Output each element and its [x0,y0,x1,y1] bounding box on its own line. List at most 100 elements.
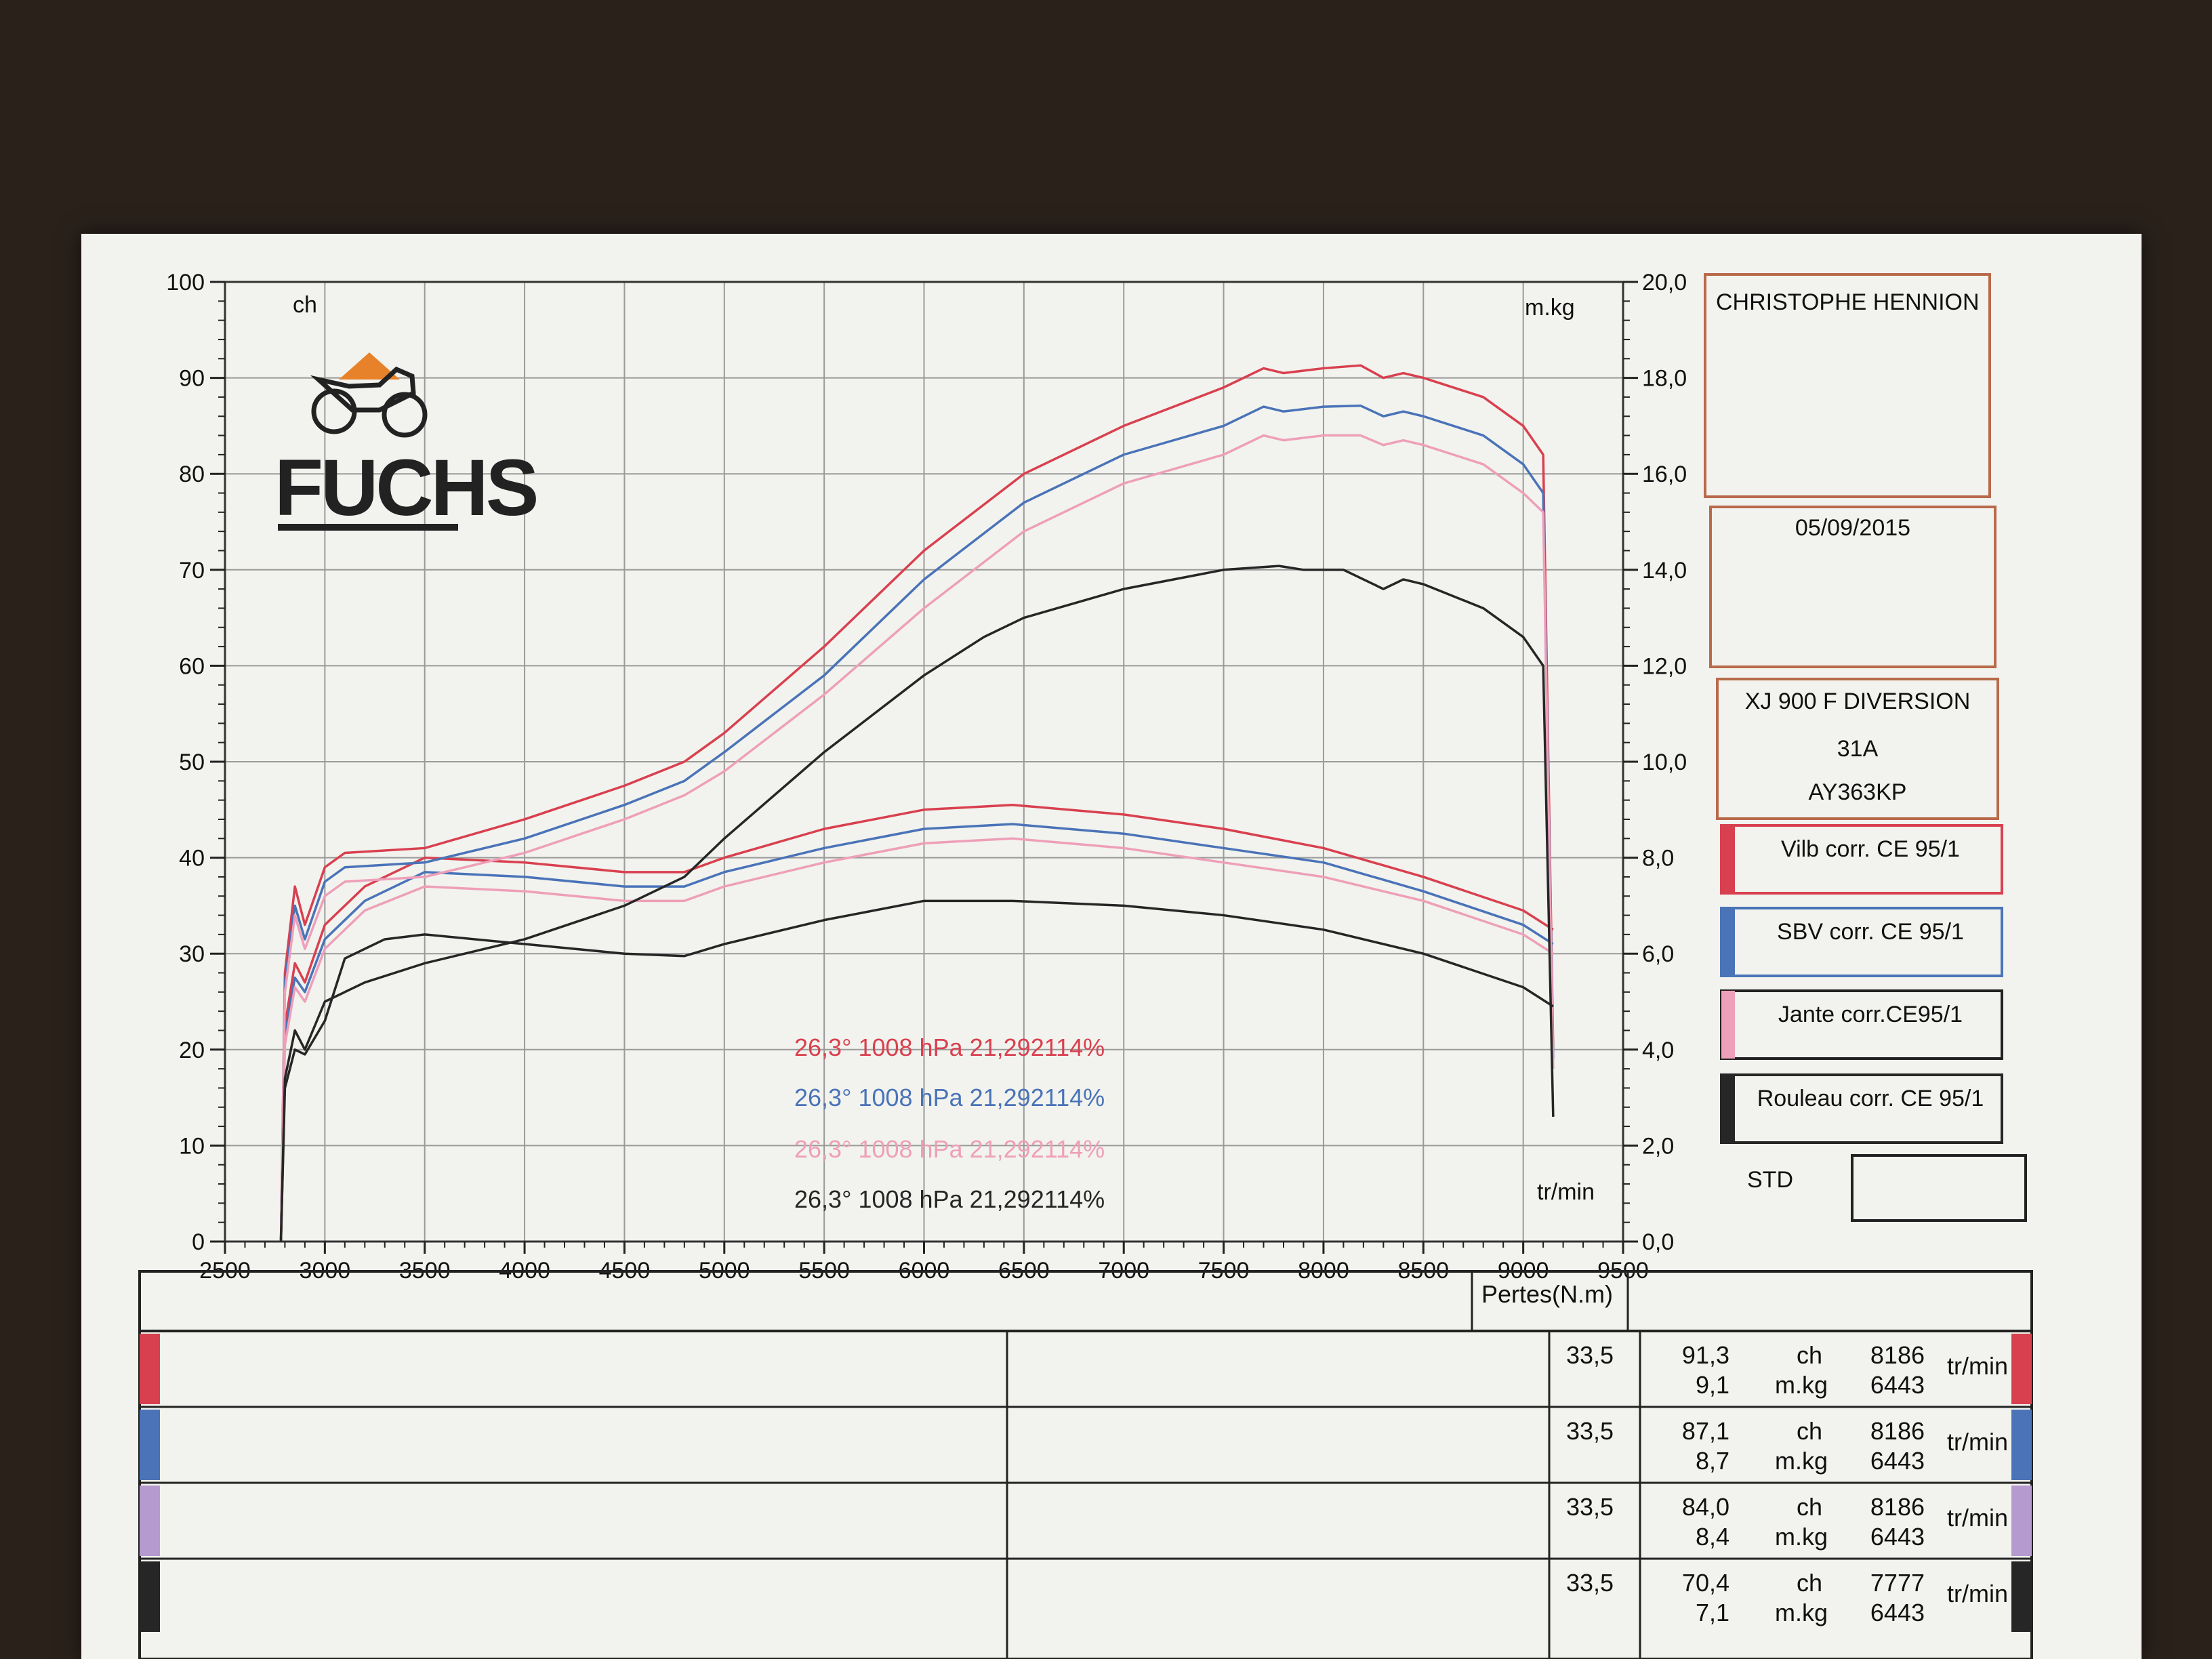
results-table: Pertes(N.m) 33,5 91,39,1chm.kg81866443tr/… [138,1270,2033,1659]
row-loss: 33,5 [1566,1341,1614,1369]
x-unit: tr/min [1537,1179,1595,1205]
row-power: 70,4 [1682,1569,1729,1597]
losses-header: Pertes(N.m) [1481,1280,1613,1308]
legend-swatch [1721,1075,1735,1143]
info-panel: CHRISTOPHE HENNION 05/09/2015 XJ 900 F D… [1704,273,1999,820]
y-left-tick-label: 60 [179,653,205,679]
row-unit-mkg: m.kg [1775,1447,1828,1475]
y-left-tick-label: 20 [179,1038,205,1063]
row-loss: 33,5 [1566,1417,1614,1445]
row-color-left [140,1410,160,1480]
row-torque: 9,1 [1696,1371,1729,1399]
legend-label: SBV corr. CE 95/1 [1777,919,1964,945]
fuchs-logo: FUCHS [274,352,539,533]
legend-swatch [1721,991,1735,1059]
row-unit-mkg: m.kg [1775,1371,1828,1399]
torque-curve-1 [279,803,1554,1242]
row-color-right [2011,1334,2032,1404]
test-conditions: 26,3° 1008 hPa 21,292114% 26,3° 1008 hPa … [794,1033,1105,1213]
row-loss: 33,5 [1566,1493,1614,1521]
row-torque: 7,1 [1696,1599,1729,1626]
legend-label: Vilb corr. CE 95/1 [1781,836,1960,862]
row-rpm-unit: tr/min [1947,1428,2008,1456]
power-curve-3 [279,434,1555,1242]
legend-swatch [1721,908,1735,976]
row-rpm-torque: 6443 [1870,1599,1925,1626]
torque-curve-4 [279,899,1554,1242]
torque-curve-3 [279,837,1554,1242]
condition-line: 26,3° 1008 hPa 21,292114% [794,1033,1105,1061]
row-torque: 8,7 [1696,1447,1729,1475]
power-curve-1 [279,364,1555,1242]
legend-label: Jante corr.CE95/1 [1778,1002,1963,1027]
chart-curves [279,364,1555,1242]
y-left-tick-label: 90 [179,366,205,392]
row-color-right [2011,1410,2032,1480]
y-left-tick-label: 100 [166,270,205,295]
y-right-tick-label: 16,0 [1642,462,1687,487]
condition-line: 26,3° 1008 hPa 21,292114% [794,1185,1105,1213]
row-color-right [2011,1561,2032,1632]
row-power: 87,1 [1682,1417,1729,1445]
y-left-tick-label: 10 [179,1133,205,1159]
y-left-tick-label: 0 [192,1229,205,1255]
y-left-unit: ch [293,292,317,318]
row-power: 91,3 [1682,1341,1729,1369]
y-left-tick-label: 50 [179,750,205,775]
vehicle-code: 31A [1837,736,1879,762]
std-label: STD [1747,1167,1793,1193]
y-left-tick-label: 70 [179,558,205,583]
row-rpm-torque: 6443 [1870,1523,1925,1551]
row-unit-mkg: m.kg [1775,1599,1828,1626]
y-right-tick-label: 2,0 [1642,1133,1674,1159]
condition-line: 26,3° 1008 hPa 21,292114% [794,1135,1105,1163]
row-color-left [140,1561,160,1632]
std-box: STD [1747,1154,2027,1222]
row-unit-mkg: m.kg [1775,1523,1828,1551]
condition-line: 26,3° 1008 hPa 21,292114% [794,1084,1105,1111]
y-right-tick-label: 6,0 [1642,941,1674,967]
row-rpm-power: 8186 [1870,1417,1925,1445]
y-right-unit: m.kg [1525,295,1575,321]
y-left-tick-label: 80 [179,462,205,487]
row-unit-ch: ch [1797,1417,1822,1445]
row-color-left [140,1486,160,1556]
row-rpm-power: 8186 [1870,1493,1925,1521]
power-curve-2 [279,404,1555,1242]
row-unit-ch: ch [1797,1493,1822,1521]
y-right-tick-label: 8,0 [1642,846,1674,872]
torque-curve-2 [279,823,1554,1242]
brand-wordmark: FUCHS [274,443,537,533]
client-name: CHRISTOPHE HENNION [1716,289,1980,315]
y-right-tick-label: 0,0 [1642,1229,1674,1255]
row-rpm-power: 8186 [1870,1341,1925,1369]
power-curve-4 [279,565,1555,1242]
y-left-tick-label: 40 [179,846,205,872]
legend-swatch [1721,825,1735,893]
row-color-right [2011,1486,2032,1556]
y-right-tick-label: 4,0 [1642,1038,1674,1063]
row-rpm-unit: tr/min [1947,1504,2008,1532]
chart-axes: 2500 3000 3500 4000 4500 5000 5500 6000 6500 7000… [166,270,1687,1284]
row-unit-ch: ch [1797,1569,1822,1597]
vehicle-model: XJ 900 F DIVERSION [1745,689,1971,714]
row-rpm-torque: 6443 [1870,1371,1925,1399]
vehicle-plate: AY363KP [1809,779,1907,805]
row-unit-ch: ch [1797,1341,1822,1369]
y-right-tick-label: 14,0 [1642,558,1687,583]
y-right-tick-label: 10,0 [1642,750,1687,775]
y-left-tick-label: 30 [179,941,205,967]
legend-label: Rouleau corr. CE 95/1 [1757,1086,1984,1111]
y-right-tick-label: 12,0 [1642,653,1687,679]
y-right-tick-label: 20,0 [1642,270,1687,295]
test-date: 05/09/2015 [1795,515,1910,541]
row-rpm-unit: tr/min [1947,1580,2008,1607]
y-right-tick-label: 18,0 [1642,366,1687,392]
row-color-left [140,1334,160,1404]
row-torque: 8,4 [1696,1523,1729,1551]
row-loss: 33,5 [1566,1569,1614,1597]
row-rpm-unit: tr/min [1947,1352,2008,1380]
row-rpm-torque: 6443 [1870,1447,1925,1475]
